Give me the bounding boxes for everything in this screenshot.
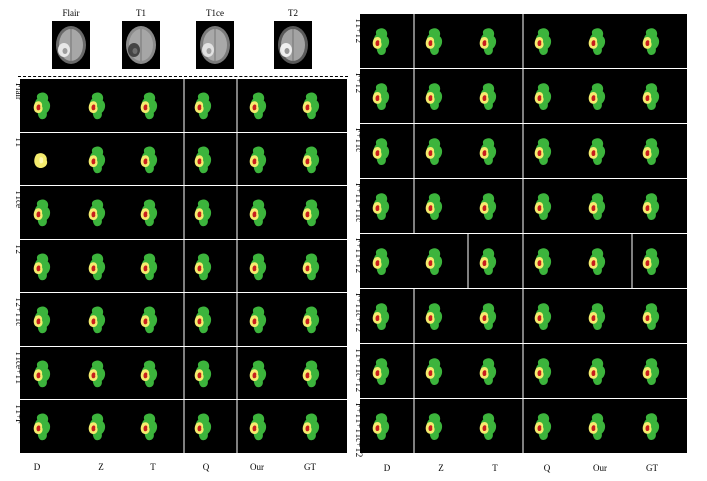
right_panel-row-label: F+T1c+T2 (354, 293, 364, 333)
right_panel-row (360, 124, 687, 178)
column-label: D (383, 463, 391, 473)
left_panel-row (20, 400, 347, 453)
right_panel-row (360, 69, 687, 123)
right_panel-row-label: F+T1c (354, 128, 364, 153)
right_panel-row (360, 289, 687, 343)
modality-title: T1ce (206, 8, 224, 18)
right_panel-row (360, 399, 687, 453)
brain-mri-flair-icon (52, 21, 90, 69)
column-label: T (150, 462, 156, 472)
column-label: Z (438, 463, 444, 473)
left_panel-row-label: T1 (14, 136, 24, 147)
modality-title: Flair (62, 8, 80, 18)
right_panel-row (360, 234, 687, 288)
right_panel-row (360, 344, 687, 398)
left_panel-row-label: T1ce (14, 190, 24, 208)
right_panel-row-label: T1+T1c+T2 (354, 348, 364, 393)
brain-mri-t1-icon (122, 21, 160, 69)
right_panel-row-label: T1+T2 (354, 18, 364, 44)
column-label: Our (250, 462, 264, 472)
left_panel-row (20, 79, 347, 132)
brain-mri-t1ce-icon (196, 21, 234, 69)
right_panel-row-label: F+T2 (354, 73, 364, 94)
left_panel-row-label: T2+T1c (14, 297, 24, 327)
right_panel-row (360, 14, 687, 68)
column-label: GT (304, 462, 316, 472)
right_panel-row-label: F+T1+T1c+T2 (354, 403, 364, 458)
left_panel-row-label: Flair (14, 83, 24, 100)
left_panel-row (20, 346, 347, 399)
left_panel-row-label: T1+F (14, 404, 24, 425)
column-label: GT (646, 463, 658, 473)
left_panel-row (20, 239, 347, 292)
column-label: Our (593, 463, 607, 473)
right_panel-row-label: F+T1+T2 (354, 238, 364, 274)
column-label: T (492, 463, 498, 473)
column-label: Z (98, 462, 104, 472)
modality-title: T1 (136, 8, 146, 18)
left_panel-row (20, 293, 347, 346)
left_panel-row-label: T1ce+T1 (14, 350, 24, 384)
modality-title: T2 (288, 8, 298, 18)
brain-mri-t2-icon (274, 21, 312, 69)
column-label: D (33, 462, 41, 472)
left_panel-row (20, 186, 347, 239)
left_panel-row (20, 132, 347, 185)
column-label: Q (543, 463, 551, 473)
dashed-separator (18, 76, 348, 77)
column-label: Q (202, 462, 210, 472)
right_panel-row (360, 179, 687, 233)
right_panel-row-label: F+T1+T1c (354, 183, 364, 223)
left_panel-row-label: T2 (14, 243, 24, 254)
